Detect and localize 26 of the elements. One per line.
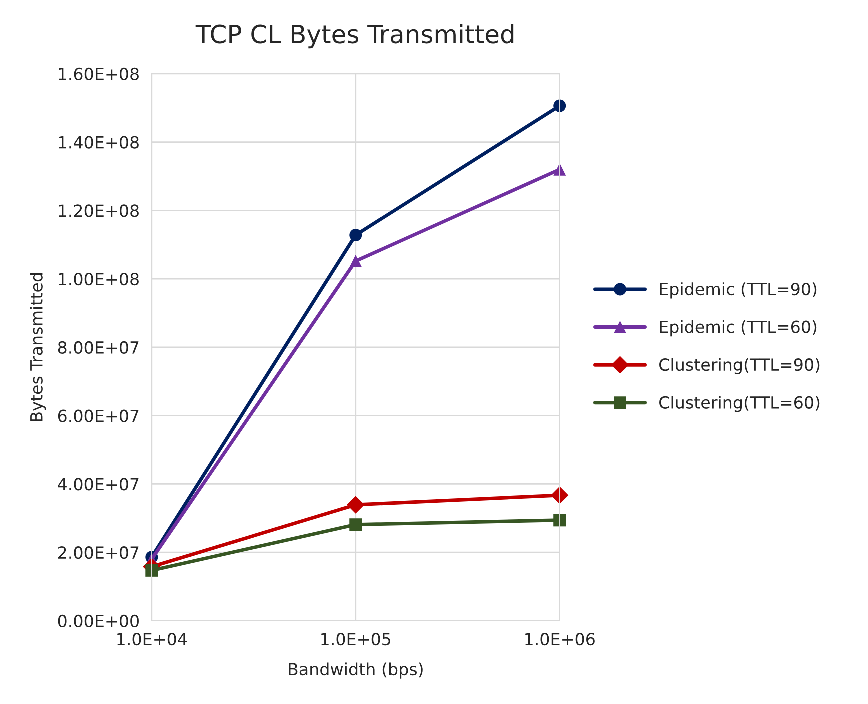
x-tick-label: 1.0E+06: [526, 633, 595, 646]
x-axis-title: Bandwidth (bps): [289, 662, 423, 679]
legend-label: Clustering(TTL=90): [660, 358, 820, 374]
x-tick-label: 1.0E+04: [118, 633, 188, 646]
y-tick-label: 4.00E+07: [58, 478, 139, 491]
point: [350, 229, 362, 242]
point: [347, 496, 365, 514]
x-tick-label: 1.0E+05: [322, 633, 391, 646]
y-axis-title: Bytes Transmitted: [30, 274, 46, 422]
chart-title: TCP CL Bytes Transmitted: [196, 24, 514, 49]
y-tick-label: 6.00E+07: [58, 410, 139, 422]
y-tick-label: 1.00E+08: [59, 273, 139, 286]
legend-label: Epidemic (TTL=60): [660, 320, 817, 337]
y-tick-label: 1.40E+08: [59, 136, 139, 149]
y-tick-label: 1.60E+08: [59, 68, 139, 80]
point: [554, 514, 566, 527]
y-tick-label: 1.20E+08: [59, 204, 139, 218]
legend-label: Clustering(TTL=60): [660, 396, 820, 412]
legend-label: Epidemic (TTL=90): [660, 282, 817, 299]
point: [350, 255, 362, 268]
point: [551, 486, 569, 504]
point: [146, 564, 158, 577]
y-tick-label: 8.00E+07: [58, 341, 139, 354]
y-tick-label: 0.00E+00: [58, 614, 139, 628]
y-tick-label: 2.00E+07: [58, 546, 139, 560]
point: [350, 518, 362, 532]
